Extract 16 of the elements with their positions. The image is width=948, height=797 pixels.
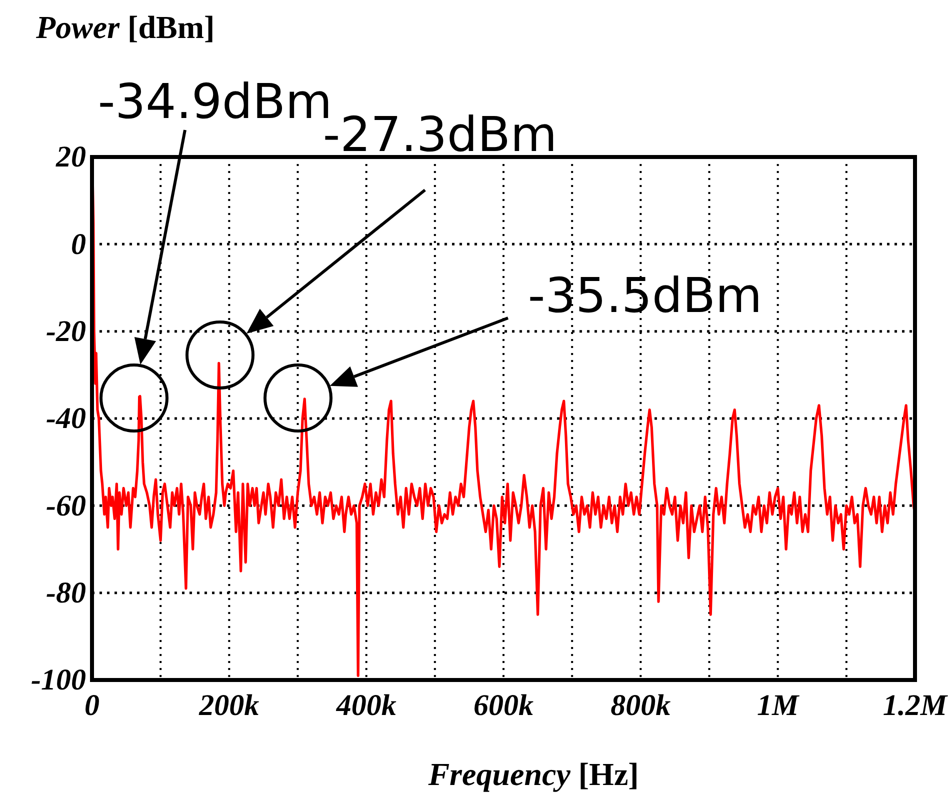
y-tick-label: -60 [46,489,86,522]
y-axis-title: Power [dBm] [35,9,215,45]
y-tick-label: 20 [55,140,86,174]
x-tick-label: 1M [756,689,800,722]
y-tick-label: -80 [46,576,86,610]
x-tick-label: 600k [474,689,534,722]
y-tick-label: -20 [46,314,86,348]
y-tick-label: -40 [46,402,86,436]
x-tick-label: 800k [610,689,671,722]
y-tick-label: -100 [31,664,86,697]
annotation: -35.5dBm [528,268,762,324]
x-tick-label: 200k [198,689,260,722]
x-tick-label: 400k [335,689,396,722]
x-tick-label: 1.2M [882,689,948,722]
y-tick-label: 0 [71,228,86,261]
x-axis-title: Frequency [Hz] [427,756,639,792]
